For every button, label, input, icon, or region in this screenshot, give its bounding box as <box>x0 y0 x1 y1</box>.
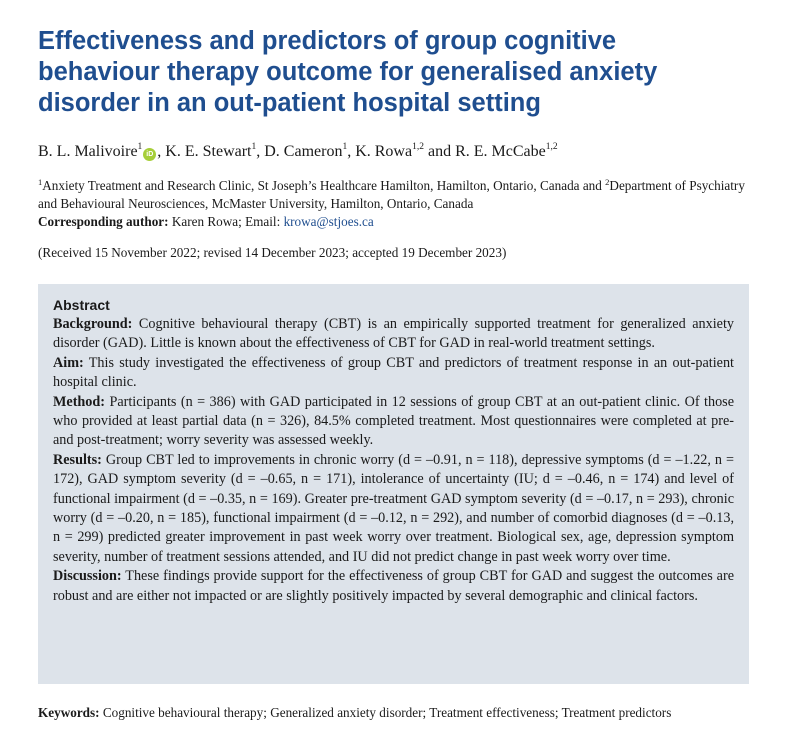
section-label: Aim: <box>53 354 84 371</box>
keywords-text: Cognitive behavioural therapy; Generaliz… <box>99 705 672 720</box>
affiliation-text: Department of Psychiatry and Behavioural… <box>38 178 745 211</box>
section-text: Cognitive behavioural therapy (CBT) is a… <box>53 316 734 352</box>
abstract-box: Abstract Background: Cognitive behaviour… <box>38 284 749 684</box>
section-label: Background: <box>53 316 133 332</box>
keywords: Keywords: Cognitive behavioural therapy;… <box>38 704 778 722</box>
author-name[interactable]: B. L. Malivoire <box>38 143 138 160</box>
corresponding-author: Corresponding author: Karen Rowa; Email:… <box>38 213 374 231</box>
affil-sup: 2 <box>605 177 610 187</box>
author-separator: , <box>157 143 166 160</box>
author-list: B. L. Malivoire1iD, K. E. Stewart1, D. C… <box>38 142 778 162</box>
corresponding-label: Corresponding author: <box>38 214 169 229</box>
author-name[interactable]: K. Rowa <box>355 143 413 160</box>
section-text: This study investigated the effectivenes… <box>53 354 734 391</box>
author-affil-sup: 1 <box>251 142 257 152</box>
corresponding-name: Karen Rowa; Email: <box>168 214 284 229</box>
author-name[interactable]: D. Cameron <box>264 143 343 160</box>
abstract-results: Results: Group CBT led to improvements i… <box>53 451 734 567</box>
section-label: Discussion: <box>53 568 122 585</box>
section-label: Method: <box>53 393 106 410</box>
author-separator: , <box>256 143 265 160</box>
section-text: Participants (n = 386) with GAD particip… <box>53 393 734 449</box>
author-affil-sup: 1 <box>137 142 143 152</box>
author-affil-sup: 1,2 <box>412 142 424 152</box>
author-separator: , <box>347 143 356 160</box>
section-text: Group CBT led to improvements in chronic… <box>53 451 734 565</box>
abstract-background: Background: Cognitive behavioural therap… <box>53 315 734 354</box>
author-affil-sup: 1 <box>342 142 348 152</box>
section-text: These findings provide support for the e… <box>53 568 734 604</box>
author-separator: and <box>423 143 456 160</box>
received-dates: (Received 15 November 2022; revised 14 D… <box>38 245 507 260</box>
abstract-discussion: Discussion: These findings provide suppo… <box>53 567 734 606</box>
abstract-heading: Abstract <box>53 297 110 313</box>
email-link[interactable]: krowa@stjoes.ca <box>283 214 374 229</box>
section-label: Results: <box>53 451 102 468</box>
abstract-method: Method: Participants (n = 386) with GAD … <box>53 393 734 451</box>
orcid-icon[interactable]: iD <box>143 148 157 161</box>
affiliations: 1Anxiety Treatment and Research Clinic, … <box>38 177 758 212</box>
author-name[interactable]: R. E. McCabe <box>455 143 546 160</box>
keywords-label: Keywords: <box>38 705 100 720</box>
affiliation-text: Anxiety Treatment and Research Clinic, S… <box>42 178 606 193</box>
author-affil-sup: 1,2 <box>545 142 558 152</box>
affil-sup: 1 <box>38 177 43 187</box>
abstract-aim: Aim: This study investigated the effecti… <box>53 354 734 393</box>
article-title: Effectiveness and predictors of group co… <box>38 27 658 117</box>
author-name[interactable]: K. E. Stewart <box>165 143 252 160</box>
